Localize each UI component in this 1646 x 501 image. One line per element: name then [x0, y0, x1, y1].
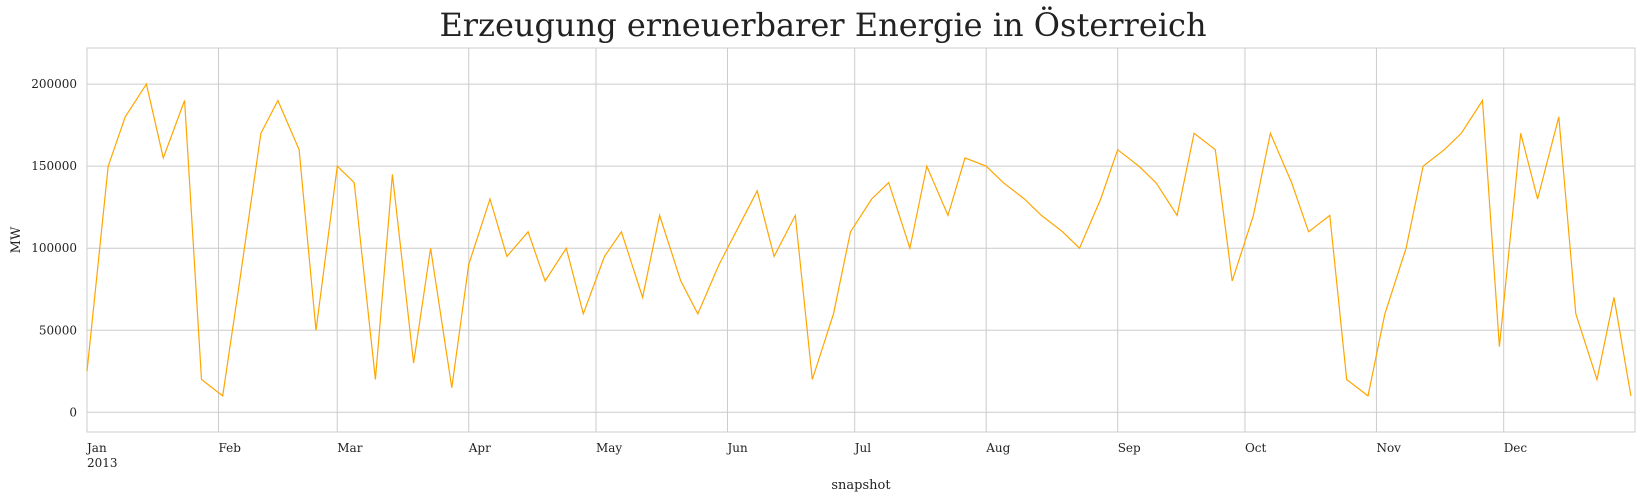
plot-frame: [86, 47, 1636, 433]
x-tick-sublabel: 2013: [87, 456, 118, 470]
x-tick-label: Feb: [218, 441, 241, 455]
x-tick-label: Jan: [85, 441, 107, 455]
x-tick-label: Oct: [1245, 441, 1267, 455]
x-tick-label: Dec: [1504, 441, 1528, 455]
x-tick-label: Aug: [985, 441, 1010, 455]
y-tick-label: 150000: [31, 159, 77, 173]
x-tick-label: Sep: [1118, 441, 1141, 455]
y-tick-label: 0: [69, 405, 77, 419]
y-tick-label: 50000: [39, 323, 77, 337]
chart-title: Erzeugung erneuerbarer Energie in Österr…: [439, 6, 1207, 44]
x-tick-label: Apr: [468, 441, 491, 455]
x-tick-label: Mar: [337, 441, 362, 455]
x-tick-label: Nov: [1376, 441, 1401, 455]
y-axis-label: MW: [9, 226, 24, 253]
y-tick-label: 200000: [31, 77, 77, 91]
x-tick-label: Jul: [853, 441, 872, 455]
x-tick-label: May: [596, 441, 622, 455]
series-line: [86, 82, 1632, 398]
x-axis-label: snapshot: [831, 478, 891, 493]
x-tick-label: Jun: [725, 441, 748, 455]
y-tick-label: 100000: [31, 241, 77, 255]
